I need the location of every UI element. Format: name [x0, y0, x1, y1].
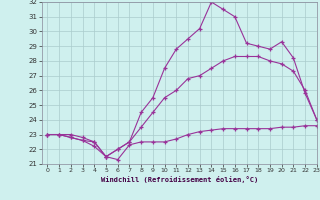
X-axis label: Windchill (Refroidissement éolien,°C): Windchill (Refroidissement éolien,°C)	[100, 176, 258, 183]
